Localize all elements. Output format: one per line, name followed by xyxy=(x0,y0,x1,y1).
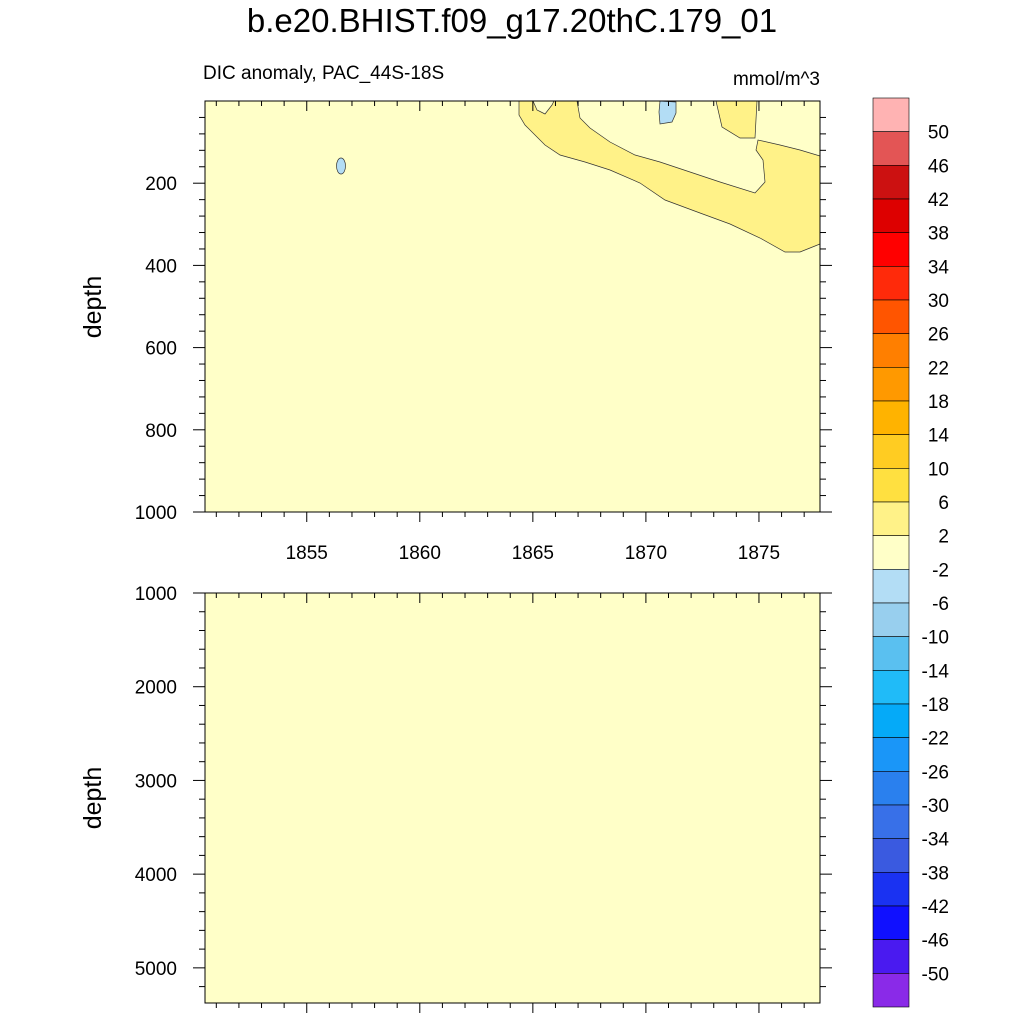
colorbar-label: 42 xyxy=(928,190,949,211)
colorbar-label: 2 xyxy=(938,527,949,548)
x-tick-label: 1870 xyxy=(625,543,667,564)
x-tick-label: 1855 xyxy=(286,543,328,564)
y-tick-label: 1000 xyxy=(135,503,177,524)
colorbar-label: -34 xyxy=(922,830,950,851)
negative-anomaly-patch-1856 xyxy=(336,157,346,175)
colorbar-label: -30 xyxy=(922,796,949,817)
lower-panel-ticks xyxy=(193,592,832,1013)
colorbar-label: -46 xyxy=(922,931,949,952)
colorbar-label: 10 xyxy=(928,459,949,480)
colorbar-swatch xyxy=(872,434,910,469)
lower-panel: 1000 2000 3000 4000 5000 depth xyxy=(79,584,832,1013)
negative-anomaly-patch-1871 xyxy=(658,100,677,125)
lower-y-axis-label: depth xyxy=(79,767,107,830)
x-tick-label: 1865 xyxy=(512,543,554,564)
lower-panel-frame xyxy=(204,592,821,1004)
colorbar-label: -38 xyxy=(922,863,949,884)
upper-panel: 1855 1860 1865 1870 1875 200 400 600 800 1000 dep… xyxy=(79,100,832,564)
chart-title: b.e20.BHIST.f09_g17.20thC.179_01 xyxy=(246,2,778,39)
colorbar-swatch xyxy=(872,939,910,974)
y-tick-label: 400 xyxy=(145,256,177,277)
colorbar-swatch xyxy=(872,299,910,334)
y-tick-label: 1000 xyxy=(135,584,177,605)
colorbar-label: 22 xyxy=(928,358,949,379)
colorbar-swatch xyxy=(872,97,910,132)
colorbar-swatch xyxy=(872,636,910,671)
colorbar-swatch xyxy=(872,771,910,806)
colorbar-swatch xyxy=(872,905,910,940)
colorbar-label: -22 xyxy=(922,729,949,750)
colorbar-label: 30 xyxy=(928,291,949,312)
colorbar-swatch xyxy=(872,670,910,705)
upper-y-axis-label: depth xyxy=(79,276,107,339)
x-tick-label: 1860 xyxy=(399,543,441,564)
y-tick-label: 5000 xyxy=(135,959,177,980)
upper-panel-tick-labels: 1855 1860 1865 1870 1875 200 400 600 800 1000 xyxy=(135,174,780,564)
colorbar-label: 14 xyxy=(928,426,950,447)
colorbar-swatch xyxy=(872,501,910,536)
y-tick-label: 3000 xyxy=(135,771,177,792)
colorbar-swatch xyxy=(872,973,910,1008)
colorbar-swatch xyxy=(872,838,910,873)
upper-panel-ticks xyxy=(193,101,832,522)
chart-subtitle-left: DIC anomaly, PAC_44S-18S xyxy=(203,63,445,84)
colorbar-label: -18 xyxy=(922,695,949,716)
colorbar-swatch xyxy=(872,569,910,604)
colorbar-label: -26 xyxy=(922,762,949,783)
colorbar-label: -10 xyxy=(922,628,949,649)
y-tick-label: 800 xyxy=(145,421,177,442)
neutral-inner-region xyxy=(576,100,821,194)
colorbar-swatch xyxy=(872,232,910,267)
colorbar-label: 50 xyxy=(928,123,949,144)
lower-panel-background xyxy=(205,593,820,1003)
x-tick-label: 1875 xyxy=(738,543,780,564)
colorbar-swatch xyxy=(872,872,910,907)
colorbar-swatch xyxy=(872,333,910,368)
colorbar-label: -6 xyxy=(932,594,949,615)
colorbar-swatch xyxy=(872,602,910,637)
colorbar-swatch xyxy=(872,400,910,435)
colorbar-swatch xyxy=(872,468,910,503)
colorbar-swatch xyxy=(872,535,910,570)
colorbar-label: -2 xyxy=(932,560,949,581)
upper-panel-frame xyxy=(204,100,821,513)
y-tick-label: 200 xyxy=(145,174,177,195)
colorbar: 50 46 42 38 34 30 26 22 18 14 10 6 2 -2 -6 -10 -14 -18 -22… xyxy=(872,97,950,1008)
colorbar-label: 46 xyxy=(928,156,949,177)
colorbar-label: 6 xyxy=(938,493,949,514)
y-tick-label: 2000 xyxy=(135,678,177,699)
colorbar-swatch xyxy=(872,266,910,301)
colorbar-label: 26 xyxy=(928,325,949,346)
colorbar-label: 38 xyxy=(928,224,949,245)
colorbar-swatch xyxy=(872,804,910,839)
colorbar-swatch xyxy=(872,703,910,738)
y-tick-label: 4000 xyxy=(135,865,177,886)
colorbar-label: -42 xyxy=(922,897,949,918)
colorbar-label: -50 xyxy=(922,964,949,985)
colorbar-swatch xyxy=(872,737,910,772)
colorbar-label: 18 xyxy=(928,392,949,413)
chart-units-label: mmol/m^3 xyxy=(732,69,820,90)
colorbar-swatch xyxy=(872,198,910,233)
colorbar-swatch xyxy=(872,367,910,402)
y-tick-label: 600 xyxy=(145,339,177,360)
colorbar-swatch xyxy=(872,131,910,166)
colorbar-label: 34 xyxy=(928,257,950,278)
lower-panel-tick-labels: 1000 2000 3000 4000 5000 xyxy=(135,584,177,980)
colorbar-label: -14 xyxy=(922,661,950,682)
colorbar-swatch xyxy=(872,165,910,200)
